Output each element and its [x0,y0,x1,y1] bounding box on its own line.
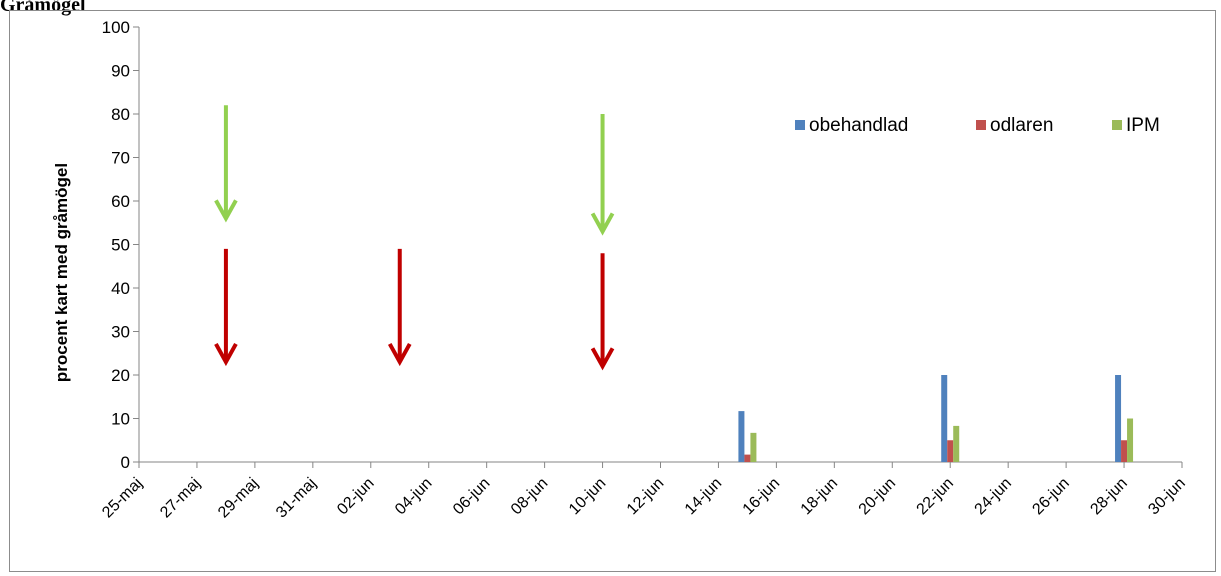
legend-swatch-obehandlad [795,120,805,130]
x-tick-label: 25-maj [99,475,146,522]
y-tick-label: 80 [111,105,130,124]
arrows [214,105,615,371]
bar-obehandlad-28-jun [1115,375,1122,462]
bar-IPM-15-jun [750,432,757,462]
green-arrow-0 [214,105,238,223]
x-tick-label: 29-maj [215,475,262,522]
y-tick-label: 30 [111,323,130,342]
x-tick-label: 24-jun [972,475,1015,518]
legend-swatch-IPM [1112,120,1122,130]
x-tick-label: 20-jun [856,475,899,518]
bars [738,375,1134,462]
arrow-head [214,199,238,223]
x-tick-label: 16-jun [740,475,783,518]
bar-IPM-22-jun [953,425,960,462]
x-tick-label: 14-jun [682,475,725,518]
bar-odlaren-28-jun [1121,440,1128,462]
bar-IPM-28-jun [1127,418,1134,462]
y-tick-label: 50 [111,236,130,255]
y-tick-label: 40 [111,279,130,298]
arrow-head [388,342,412,367]
red-arrow-2 [214,248,238,367]
chart-frame [9,10,1216,572]
y-tick-label: 0 [121,453,130,472]
x-tick-label: 02-jun [334,475,377,518]
red-arrow-3 [388,248,412,367]
legend-label-odlaren: odlaren [990,115,1053,136]
y-tick-label: 20 [111,366,130,385]
x-tick-label: 18-jun [798,475,841,518]
x-tick-label: 10-jun [566,475,609,518]
x-tick-label: 26-jun [1029,475,1072,518]
x-tick-label: 06-jun [450,475,493,518]
arrow-head [214,342,238,367]
y-axis-title: procent kart med gråmögel [52,163,71,382]
y-tick-label: 10 [111,410,130,429]
x-axis: 25-maj 27-maj 29-maj 31-maj 02-jun 04-jun 06-j… [99,461,1189,522]
y-tick-label: 100 [102,18,130,37]
bar-obehandlad-22-jun [941,375,948,462]
y-axis: 0 10 20 30 40 50 60 70 80 90 100 [102,18,140,472]
chart-title: Gråmögel [0,0,86,16]
x-tick-label: 30-jun [1145,475,1188,518]
red-arrow-4 [590,253,615,371]
legend-swatch-odlaren [976,120,986,130]
x-tick-label: 08-jun [508,475,551,518]
legend-label-IPM: IPM [1126,115,1160,136]
x-tick-label: 04-jun [392,475,435,518]
legend: obehandlad odlaren IPM [795,115,1160,136]
x-tick-label: 28-jun [1087,475,1130,518]
arrow-head [590,212,615,236]
bar-obehandlad-15-jun [738,411,745,462]
legend-label-obehandlad: obehandlad [809,115,908,136]
bar-odlaren-22-jun [947,440,954,462]
x-tick-label: 12-jun [624,475,667,518]
arrow-head [590,347,615,371]
x-tick-label: 22-jun [914,475,957,518]
y-tick-label: 90 [111,62,130,81]
y-tick-label: 70 [111,149,130,168]
x-tick-label: 31-maj [273,475,320,522]
x-tick-label: 27-maj [157,475,204,522]
green-arrow-1 [590,114,615,236]
bar-odlaren-15-jun [744,454,751,462]
y-tick-label: 60 [111,192,130,211]
